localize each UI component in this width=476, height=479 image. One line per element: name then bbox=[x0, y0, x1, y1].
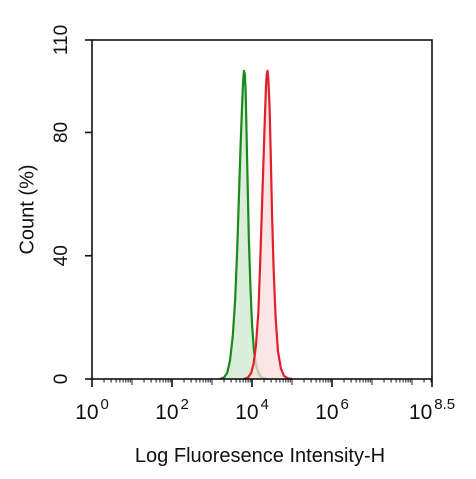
y-tick-label: 80 bbox=[51, 122, 72, 143]
y-axis-title: Count (%) bbox=[16, 164, 38, 254]
plot-frame bbox=[91, 39, 433, 380]
x-tick-label: 10 0 bbox=[75, 396, 109, 424]
series-2-area bbox=[244, 70, 292, 379]
x-tick-label: 10 8.5 bbox=[409, 396, 455, 424]
y-tick-label: 0 bbox=[51, 374, 72, 385]
series-2-line bbox=[243, 69, 293, 381]
x-axis-title: Log Fluoresence Intensity-H bbox=[135, 445, 385, 467]
y-tick-label: 110 bbox=[51, 25, 72, 55]
y-tick-label: 40 bbox=[51, 245, 72, 266]
series-1-area bbox=[220, 70, 268, 379]
x-tick-label: 10 2 bbox=[155, 396, 189, 424]
x-tick-label: 10 4 bbox=[235, 396, 269, 424]
x-tick-label: 10 6 bbox=[315, 396, 349, 424]
